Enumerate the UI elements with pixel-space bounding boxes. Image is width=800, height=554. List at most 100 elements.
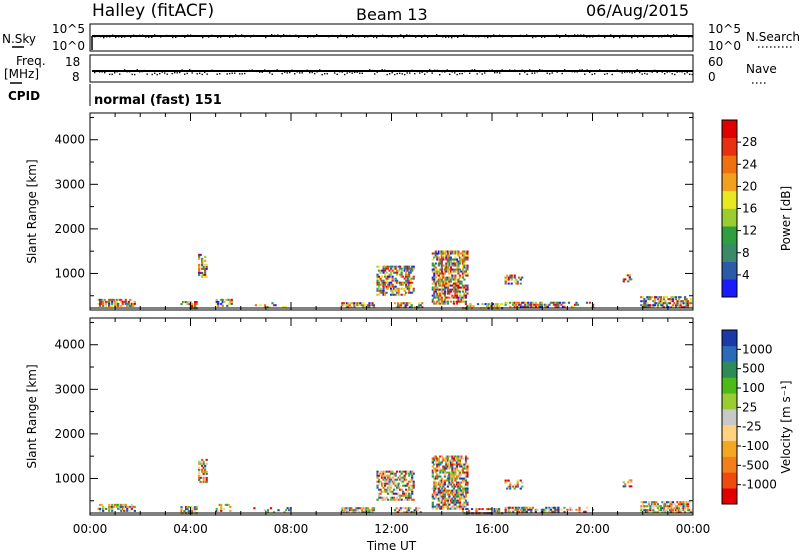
radar-cell: [434, 475, 437, 478]
radar-cell: [405, 478, 408, 481]
radar-cell: [283, 511, 286, 514]
noise-search-point: [310, 35, 312, 38]
radar-cell: [466, 467, 469, 470]
radar-cell: [396, 291, 399, 294]
radar-cell: [641, 296, 644, 299]
noise-search-point: [652, 36, 654, 38]
radar-cell: [433, 270, 436, 273]
nave-point: [289, 71, 291, 74]
radar-cell: [382, 265, 385, 268]
radar-cell: [397, 494, 400, 497]
radar-cell: [504, 301, 507, 304]
radar-cell: [434, 266, 437, 269]
radar-cell: [215, 298, 218, 301]
radar-cell: [351, 511, 355, 514]
radar-cell: [446, 493, 449, 496]
noise-search-point: [340, 34, 342, 37]
nave-point: [634, 71, 636, 74]
radar-cell: [445, 276, 448, 279]
radar-cell: [400, 488, 403, 491]
radar-cell: [439, 292, 442, 295]
radar-cell: [382, 486, 385, 489]
radar-cell: [400, 304, 403, 307]
radar-cell: [198, 460, 201, 463]
noise-search-point: [541, 36, 543, 38]
radar-cell: [552, 508, 556, 511]
radar-cell: [461, 489, 465, 492]
radar-cell: [397, 291, 400, 294]
radar-cell: [433, 288, 436, 291]
radar-cell: [442, 302, 445, 305]
nave-point: [181, 69, 183, 71]
radar-cell: [554, 510, 557, 513]
radar-cell: [644, 306, 647, 309]
radar-cell: [673, 507, 676, 510]
radar-cell: [452, 507, 456, 510]
noise-search-point: [547, 34, 549, 37]
radar-cell: [118, 505, 121, 508]
radar-cell: [386, 275, 390, 278]
radar-cell: [455, 463, 459, 466]
colorbar-segment: [722, 137, 737, 156]
noise-search-point: [589, 36, 591, 38]
radar-cell: [195, 301, 198, 304]
radar-cell: [513, 305, 516, 308]
noise-search-point: [643, 36, 645, 38]
nave-point: [176, 72, 178, 74]
radar-cell: [451, 296, 454, 299]
radar-cell: [365, 509, 368, 512]
radar-cell: [460, 252, 463, 255]
radar-cell: [372, 304, 376, 307]
radar-cell: [461, 503, 465, 506]
radar-cell: [516, 305, 519, 308]
noise-search-point: [343, 35, 345, 37]
nave-point: [551, 72, 553, 74]
radar-cell: [397, 498, 400, 501]
nave-point: [684, 73, 686, 75]
radar-cell: [408, 273, 411, 276]
nave-point: [374, 73, 376, 75]
radar-cell: [685, 505, 688, 508]
radar-cell: [513, 483, 516, 486]
nave-point: [524, 71, 526, 73]
noise-search-point: [307, 36, 309, 38]
radar-cell: [283, 306, 286, 309]
radar-cell: [133, 509, 136, 512]
radar-cell: [434, 495, 437, 498]
radar-cell: [198, 253, 201, 256]
radar-cell: [379, 488, 382, 491]
noise-search-point: [481, 35, 483, 37]
radar-cell: [439, 497, 442, 500]
radar-cell: [395, 306, 398, 309]
radar-cell: [454, 284, 457, 287]
noise-search-point: [463, 34, 465, 36]
radar-cell: [516, 282, 519, 285]
radar-cell: [509, 487, 512, 490]
radar-cell: [385, 277, 388, 280]
radar-cell: [380, 279, 384, 282]
radar-cell: [437, 296, 440, 299]
radar-cell: [515, 485, 518, 488]
radar-cell: [371, 304, 374, 307]
radar-cell: [457, 270, 460, 273]
nave-point: [454, 72, 456, 74]
noise-search-point: [556, 34, 558, 36]
radar-cell: [461, 300, 465, 303]
radar-cell: [677, 511, 681, 514]
radar-cell: [655, 505, 658, 508]
radar-cell: [557, 301, 560, 304]
colorbar-tick-label: -1000: [742, 478, 777, 492]
radar-cell: [445, 286, 448, 289]
radar-cell: [227, 503, 230, 506]
radar-cell: [419, 304, 422, 307]
radar-cell: [388, 269, 391, 272]
radar-cell: [353, 306, 356, 309]
radar-cell: [229, 298, 232, 301]
radar-cell: [458, 483, 462, 486]
radar-cell: [575, 508, 578, 511]
radar-cell: [507, 276, 510, 279]
noise-search-point: [379, 35, 381, 37]
nave-trace: [94, 69, 693, 76]
radar-cell: [466, 274, 469, 277]
radar-cell: [221, 300, 224, 303]
